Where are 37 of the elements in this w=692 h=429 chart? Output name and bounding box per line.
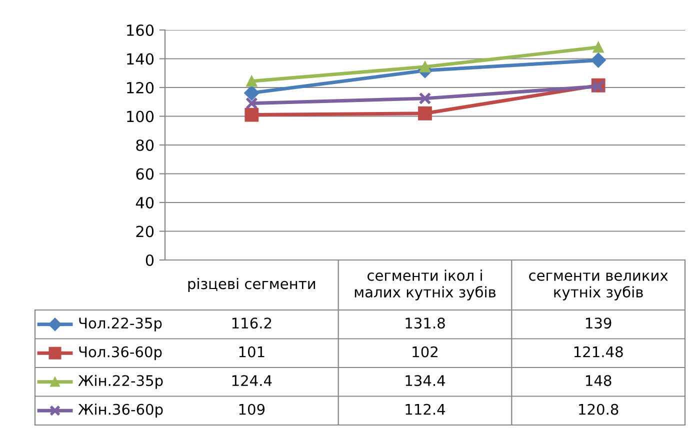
legend-label: Чол.22-35р (79, 318, 162, 332)
y-tick-label: 100 (127, 110, 154, 122)
data-label: 131.8 (406, 318, 445, 329)
point (418, 92, 432, 105)
y-tick-label: 120 (127, 82, 154, 94)
y-tick-label: 140 (127, 53, 154, 65)
data-label: 134.4 (406, 375, 446, 386)
y-tick-label: 0 (146, 254, 154, 266)
y-tick-label: 160 (127, 24, 154, 36)
x-tick-label: сегменти великих кутніх зубів (529, 272, 668, 300)
point (418, 106, 432, 120)
point (419, 61, 431, 72)
data-label: 139 (586, 318, 612, 329)
point (590, 52, 606, 68)
data-label: 102 (412, 346, 438, 358)
data-label: 101 (239, 346, 264, 358)
y-tick-label: 60 (136, 168, 154, 180)
data-label: 120.8 (579, 404, 618, 415)
data-label: 109 (239, 404, 265, 415)
data-label: 121.48 (574, 346, 623, 358)
y-tick-label: 80 (136, 139, 154, 152)
y-tick-label: 40 (136, 196, 154, 209)
legend-label: Жін.22-35р (78, 374, 163, 389)
legend-label: Чол.36-60р (79, 346, 162, 360)
data-label: 112.4 (406, 404, 446, 415)
point (244, 85, 260, 101)
data-label: 124.4 (232, 375, 272, 386)
point (592, 42, 604, 53)
y-tick-label: 20 (136, 226, 154, 238)
point (245, 97, 258, 110)
x-tick-label: сегменти ікол і малих кутніх зубів (354, 270, 496, 300)
x-tick-label: різцеві сегменти (188, 278, 316, 292)
point (246, 76, 258, 87)
data-label: 148 (586, 375, 612, 386)
legend-label: Жін.36-60р (78, 404, 163, 418)
data-label: 116.2 (232, 318, 272, 329)
point (244, 108, 259, 122)
